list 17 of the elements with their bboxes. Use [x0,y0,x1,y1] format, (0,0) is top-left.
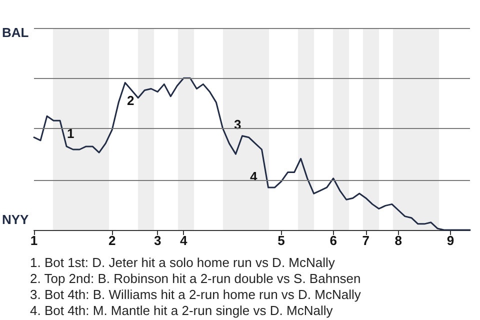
x-tick-label: 3 [154,233,162,248]
x-tick-label: 2 [108,233,116,248]
annotation: 1 [67,126,74,141]
x-tick-label: 8 [394,233,402,248]
text: 3. Bot 4th: B. Williams hit a 2-run home run vs D. McNally [30,287,362,302]
x-tick-label: 1 [30,233,38,248]
text: BAL [2,25,29,40]
annotation: 2 [127,93,134,108]
x-tick-label: 5 [278,233,285,248]
x-tick-label: 7 [362,233,370,248]
x-tick-label: 4 [180,233,188,248]
x-tick-label: 9 [446,233,454,248]
text: 2. Top 2nd: B. Robinson hit a 2-run double vs S. Bahnsen [30,271,361,286]
text: NYY [2,212,30,227]
text: 4. Bot 4th: M. Mantle hit a 2-run single vs D. McNally [30,303,334,318]
text: 1. Bot 1st: D. Jeter hit a solo home run vs D. McNally [30,255,336,270]
x-tick-label: 6 [330,233,337,248]
